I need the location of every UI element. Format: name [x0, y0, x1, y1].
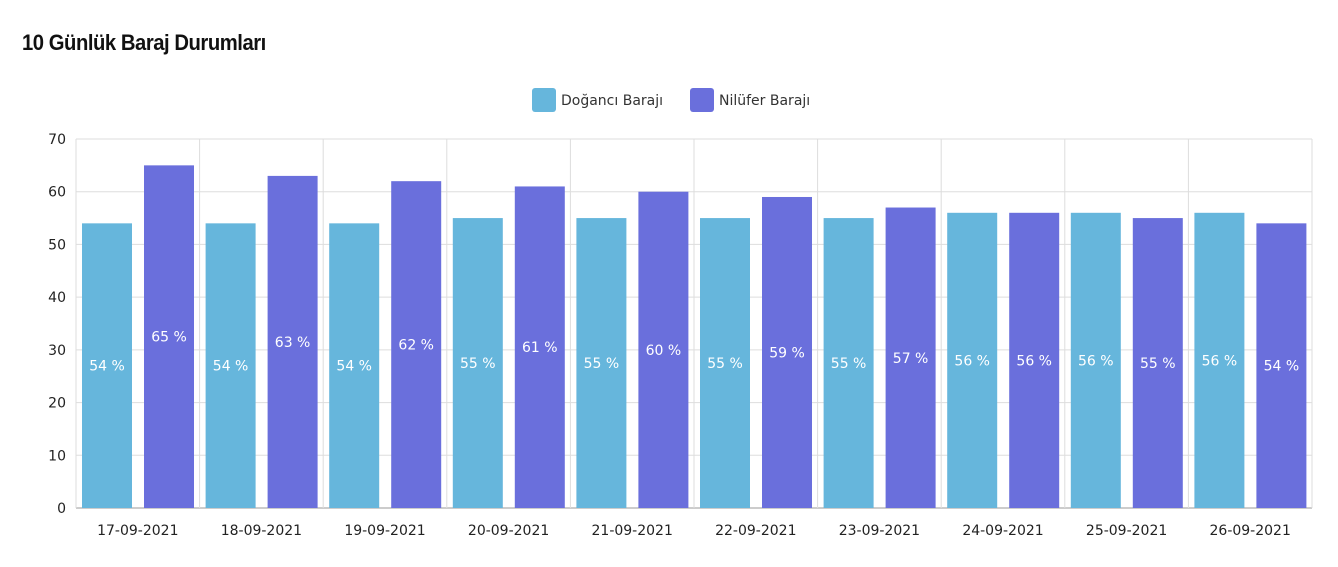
bar-doganci[interactable] — [1194, 212, 1245, 509]
x-tick-label: 18-09-2021 — [221, 523, 302, 539]
bar-nilufer[interactable] — [514, 186, 565, 508]
bar-data-label: 63 % — [275, 335, 311, 351]
axes: 0 10 20 30 40 50 60 70 17-09-2021 18-09-2021 19-09… — [48, 132, 1291, 539]
y-tick-label: 30 — [48, 343, 66, 359]
bar-data-label: 65 % — [151, 330, 187, 346]
bar-nilufer[interactable] — [638, 191, 689, 508]
y-tick-label: 20 — [48, 396, 66, 412]
x-tick-label: 20-09-2021 — [468, 523, 549, 539]
bar-nilufer[interactable] — [1132, 218, 1183, 509]
bar-doganci[interactable] — [823, 218, 874, 509]
bar-data-label: 55 % — [460, 356, 496, 372]
bar-data-label: 55 % — [584, 356, 620, 372]
bar-data-label: 61 % — [522, 340, 558, 356]
bar-nilufer[interactable] — [885, 207, 936, 508]
bar-doganci[interactable] — [329, 223, 380, 509]
x-tick-label: 26-09-2021 — [1210, 523, 1291, 539]
bar-data-label: 54 % — [213, 359, 249, 375]
x-tick-label: 22-09-2021 — [715, 523, 796, 539]
bar-nilufer[interactable] — [267, 175, 318, 508]
bar-doganci[interactable] — [947, 212, 998, 509]
bar-data-label: 56 % — [1202, 353, 1238, 369]
bar-doganci[interactable] — [1070, 212, 1121, 509]
bar-data-label: 59 % — [769, 345, 805, 361]
bar-doganci[interactable] — [576, 218, 627, 509]
bar-data-label: 56 % — [1078, 353, 1114, 369]
grid — [75, 138, 1313, 509]
bar-data-label: 54 % — [336, 359, 372, 375]
legend-item-nilufer-label[interactable]: Nilüfer Barajı — [719, 93, 810, 109]
x-tick-label: 21-09-2021 — [592, 523, 673, 539]
bar-data-label: 54 % — [1264, 359, 1300, 375]
bar-doganci[interactable] — [452, 218, 503, 509]
y-tick-label: 0 — [57, 501, 66, 517]
y-tick-label: 70 — [48, 132, 66, 148]
y-tick-label: 10 — [48, 448, 66, 464]
bar-nilufer[interactable] — [762, 196, 812, 508]
bar-data-label: 56 % — [954, 353, 990, 369]
bar-nilufer[interactable] — [1256, 223, 1307, 509]
x-tick-label: 17-09-2021 — [97, 523, 178, 539]
bar-nilufer[interactable] — [1009, 212, 1060, 509]
bar-data-label: 56 % — [1016, 353, 1052, 369]
bar-nilufer[interactable] — [144, 165, 194, 508]
legend-item-nilufer-swatch[interactable] — [690, 88, 714, 112]
bar-nilufer[interactable] — [391, 181, 442, 508]
legend-item-doganci-label[interactable]: Doğancı Barajı — [561, 93, 663, 109]
bar-doganci[interactable] — [82, 223, 132, 509]
bar-data-label: 62 % — [398, 338, 434, 354]
bar-data-label: 54 % — [89, 359, 125, 375]
y-tick-label: 40 — [48, 290, 66, 306]
bar-data-label: 57 % — [893, 351, 929, 367]
bar-data-label: 55 % — [831, 356, 867, 372]
bar-data-label: 55 % — [1140, 356, 1176, 372]
bar-data-label: 55 % — [707, 356, 743, 372]
bars: 54 % 65 % 54 % 63 % 54 % 62 % 55 % 61 % 55 % 60 %… — [82, 165, 1307, 509]
bar-doganci[interactable] — [205, 223, 256, 509]
y-tick-label: 50 — [48, 237, 66, 253]
x-tick-label: 25-09-2021 — [1086, 523, 1167, 539]
y-tick-label: 60 — [48, 185, 66, 201]
bar-doganci[interactable] — [700, 218, 750, 509]
legend[interactable]: Doğancı Barajı Nilüfer Barajı — [532, 88, 810, 112]
bar-data-label: 60 % — [646, 343, 682, 359]
x-tick-label: 24-09-2021 — [962, 523, 1043, 539]
x-tick-label: 23-09-2021 — [839, 523, 920, 539]
chart-title: 10 Günlük Baraj Durumları — [22, 30, 266, 55]
x-tick-label: 19-09-2021 — [344, 523, 425, 539]
legend-item-doganci-swatch[interactable] — [532, 88, 556, 112]
